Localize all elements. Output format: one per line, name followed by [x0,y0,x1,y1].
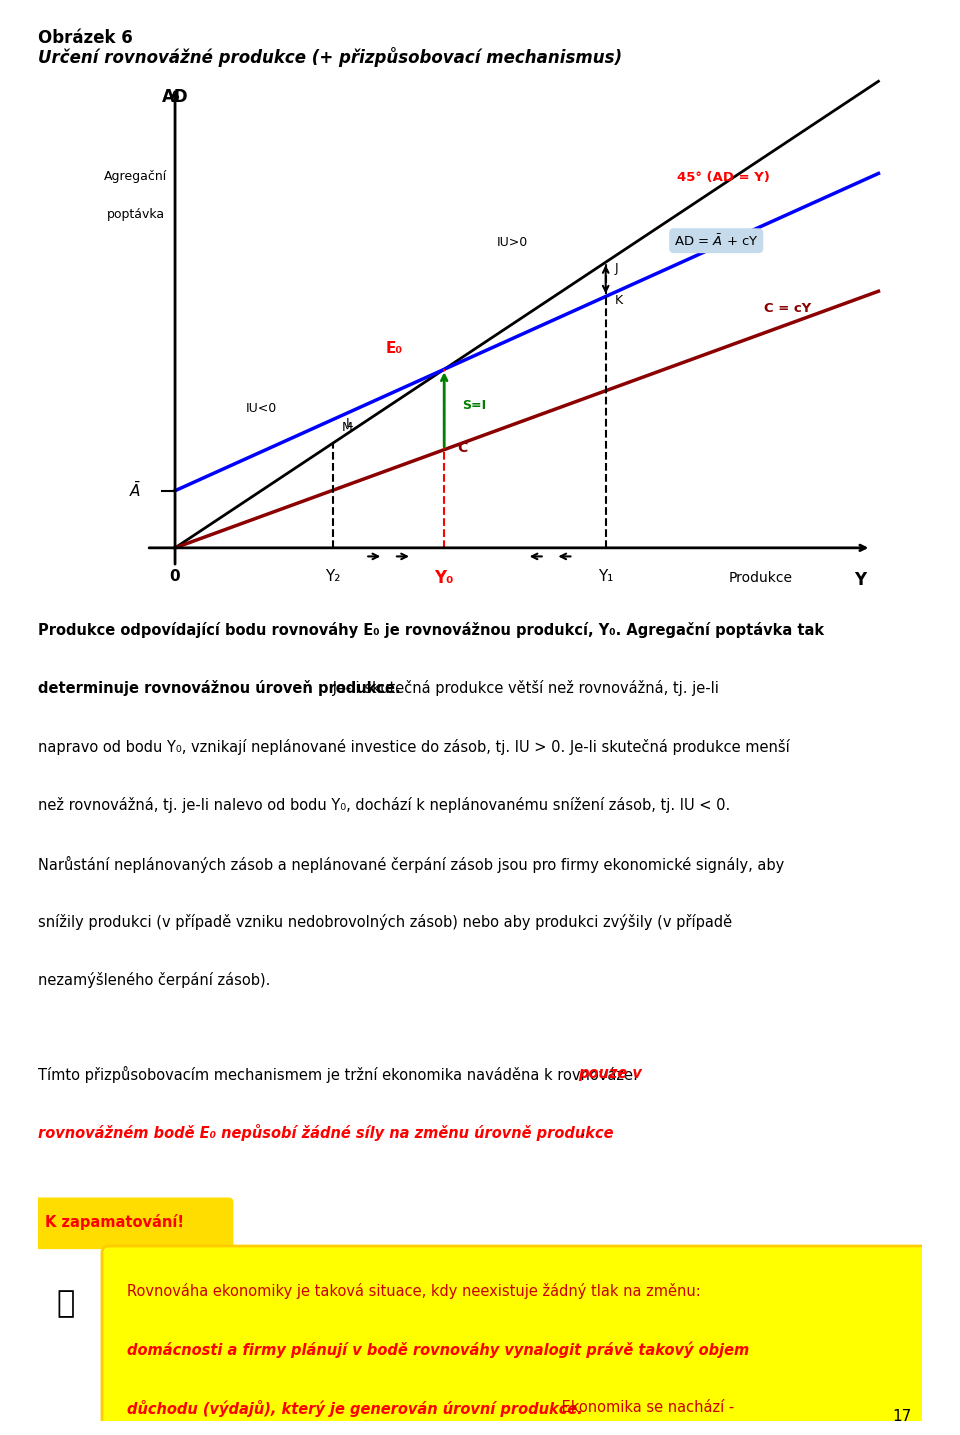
Text: C: C [457,441,468,455]
Text: S=I: S=I [462,399,487,412]
Text: Rovnováha ekonomiky je taková situace, kdy neexistuje žádný tlak na změnu:: Rovnováha ekonomiky je taková situace, k… [127,1283,701,1299]
Text: L: L [346,416,353,429]
Text: Obrázek 6: Obrázek 6 [38,29,133,47]
Text: 17: 17 [893,1409,912,1424]
FancyBboxPatch shape [34,1198,232,1248]
Text: Y: Y [854,571,867,588]
Text: pouze v: pouze v [578,1066,642,1081]
Text: Agregační: Agregační [104,169,167,184]
Text: snížily produkci (v případě vzniku nedobrovolných zásob) nebo aby produkci zvýši: snížily produkci (v případě vzniku nedob… [38,914,732,930]
Text: Narůstání neplánovaných zásob a neplánované čerpání zásob jsou pro firmy ekonomi: Narůstání neplánovaných zásob a neplánov… [38,855,784,872]
Text: .: . [581,1124,586,1139]
Text: nezamýšleného čerpání zásob).: nezamýšleného čerpání zásob). [38,973,271,989]
Text: než rovnovážná, tj. je-li nalevo od bodu Y₀, dochází k neplánovanému snížení zás: než rovnovážná, tj. je-li nalevo od bodu… [38,798,731,814]
Text: AD: AD [161,89,188,106]
Text: M: M [342,422,352,435]
Text: AD = $\bar{A}$ + cY: AD = $\bar{A}$ + cY [674,232,758,248]
Text: Produkce odpovídající bodu rovnováhy E₀ je rovnovážnou produkcí, Y₀. Agregační p: Produkce odpovídající bodu rovnováhy E₀ … [38,621,825,639]
Text: Ekonomika se nachází -: Ekonomika se nachází - [557,1401,734,1415]
Text: determinuje rovnovážnou úroveň produkce.: determinuje rovnovážnou úroveň produkce. [38,680,401,696]
Text: IU>0: IU>0 [496,235,528,248]
Text: IU<0: IU<0 [246,402,276,415]
Text: 0: 0 [170,570,180,584]
Text: K: K [614,294,622,307]
Text: Produkce: Produkce [729,571,792,584]
Text: E₀: E₀ [385,340,402,356]
Text: Y₀: Y₀ [435,570,454,587]
FancyBboxPatch shape [102,1246,928,1435]
Text: Je-li skutečná produkce větší než rovnovážná, tj. je-li: Je-li skutečná produkce větší než rovnov… [328,680,719,696]
Text: 45° (AD = Y): 45° (AD = Y) [678,171,770,184]
Text: K zapamatování!: K zapamatování! [45,1214,184,1230]
Text: Y₁: Y₁ [598,570,613,584]
Text: C = cY: C = cY [763,303,811,316]
Text: napravo od bodu Y₀, vznikají neplánované investice do zásob, tj. IU > 0. Je-li s: napravo od bodu Y₀, vznikají neplánované… [38,739,790,755]
Text: důchodu (výdajů), který je generován úrovní produkce.: důchodu (výdajů), který je generován úro… [127,1401,583,1416]
Text: poptávka: poptávka [107,208,164,221]
Text: domácnosti a firmy plánují v bodě rovnováhy vynalogit právě takový objem: domácnosti a firmy plánují v bodě rovnov… [127,1342,749,1358]
Text: J: J [614,263,618,276]
Text: rovnovážném bodě E₀ nepůsobí žádné síly na změnu úrovně produkce: rovnovážném bodě E₀ nepůsobí žádné síly … [38,1124,613,1141]
Text: Y₂: Y₂ [325,570,341,584]
Text: Tímto přizpůsobovacím mechanismem je tržní ekonomika naváděna k rovnováze:: Tímto přizpůsobovacím mechanismem je trž… [38,1066,643,1083]
Text: $\bar{A}$: $\bar{A}$ [130,481,142,501]
Text: 👉: 👉 [56,1289,74,1317]
Text: Určení rovnovážné produkce (+ přizpůsobovací mechanismus): Určení rovnovážné produkce (+ přizpůsobo… [38,47,622,67]
